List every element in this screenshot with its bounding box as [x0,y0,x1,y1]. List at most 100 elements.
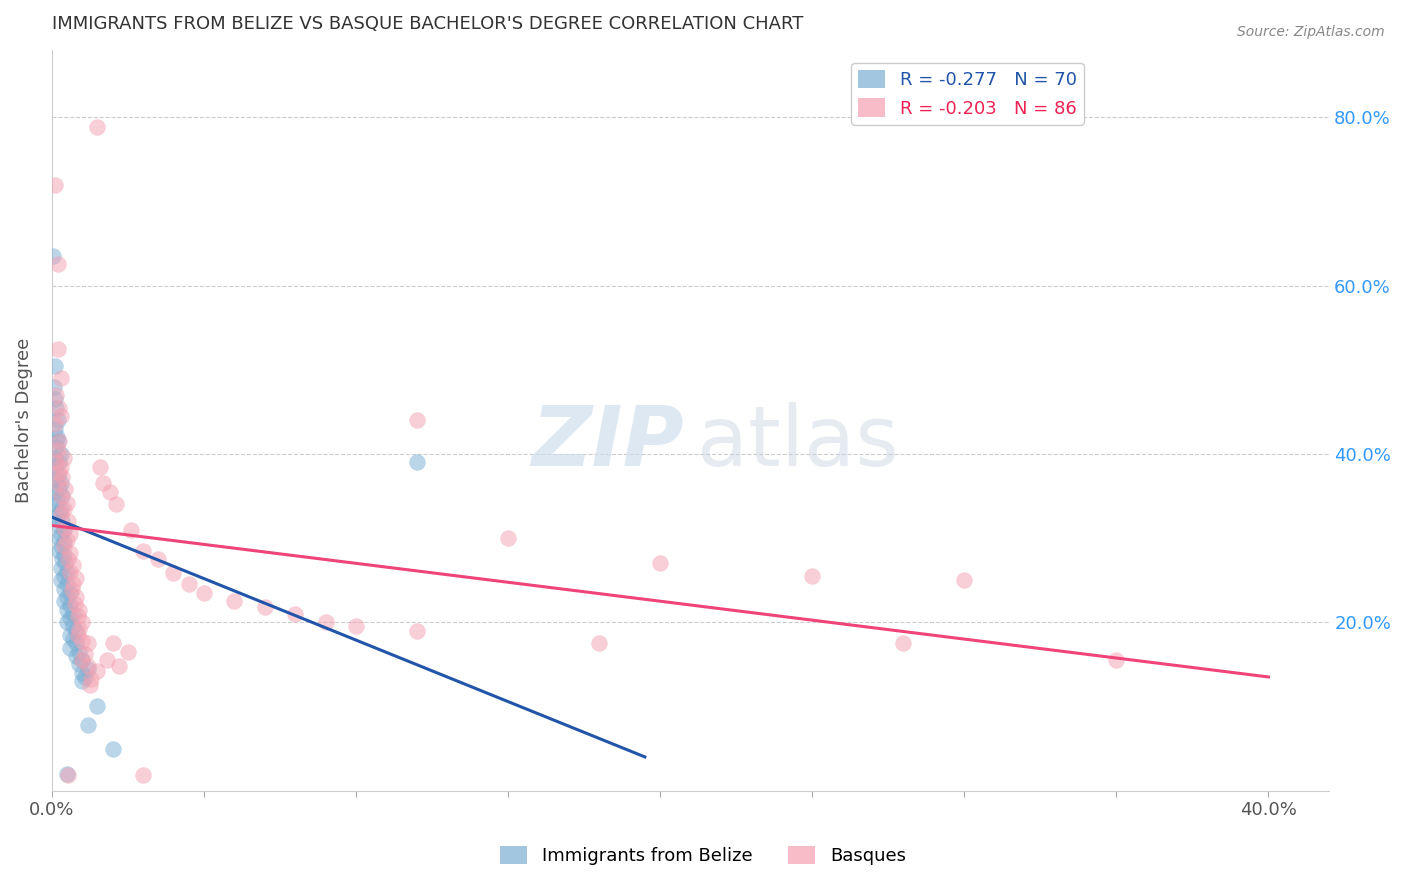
Point [51,489,73,503]
Point [52,569,75,583]
Point [45,455,67,469]
Point [44,379,66,393]
Point [120,523,142,537]
Point [132,543,155,558]
Point [52,582,75,596]
Point [48,531,70,545]
Point [253,600,276,615]
Y-axis label: Bachelor's Degree: Bachelor's Degree [15,337,32,503]
Point [44,359,66,373]
Point [59,628,82,642]
Point [953,573,976,587]
Point [44,484,66,499]
Point [48,434,70,449]
Point [52,501,75,516]
Point [49,447,72,461]
Point [56,590,79,604]
Point [44,459,66,474]
Point [49,489,72,503]
Point [49,371,72,385]
Point [49,508,72,522]
Point [46,442,69,457]
Point [52,594,75,608]
Point [59,640,82,655]
Point [70,674,93,689]
Point [70,665,93,680]
Point [45,388,67,402]
Point [59,611,82,625]
Point [62,558,84,572]
Legend: R = -0.277   N = 70, R = -0.203   N = 86: R = -0.277 N = 70, R = -0.203 N = 86 [851,62,1084,125]
Point [56,496,79,510]
Point [65,590,87,604]
Point [48,434,70,449]
Point [66,608,89,623]
Point [52,540,75,554]
Point [46,493,69,508]
Point [44,510,66,524]
Point [58,514,80,528]
Point [75,670,97,684]
Point [58,552,80,566]
Point [65,636,87,650]
Point [63,597,86,611]
Point [49,409,72,423]
Point [48,455,70,469]
Point [405,413,427,427]
Point [45,497,67,511]
Point [193,586,215,600]
Point [51,514,73,528]
Point [344,619,367,633]
Point [67,602,90,616]
Point [67,645,90,659]
Point [107,659,129,673]
Point [60,583,83,598]
Point [59,586,82,600]
Point [42,249,65,263]
Point [70,653,93,667]
Point [62,619,84,633]
Point [284,607,307,621]
Point [46,430,69,444]
Point [52,535,75,549]
Point [162,566,184,581]
Point [51,552,73,566]
Point [49,540,72,554]
Point [496,531,519,545]
Point [801,569,824,583]
Point [65,572,87,586]
Point [48,481,70,495]
Text: atlas: atlas [697,402,898,483]
Point [77,661,100,675]
Point [56,565,79,579]
Point [101,636,124,650]
Point [44,422,66,436]
Point [93,476,115,491]
Point [648,557,671,571]
Point [46,342,69,356]
Point [48,466,70,480]
Point [104,497,127,511]
Point [75,647,97,661]
Point [148,552,170,566]
Point [45,440,67,454]
Point [59,526,82,541]
Point [224,594,246,608]
Point [45,401,67,415]
Point [98,484,121,499]
Point [56,577,79,591]
Point [405,455,427,469]
Point [55,482,77,496]
Point [46,467,69,482]
Point [77,718,100,732]
Text: ZIP: ZIP [531,402,685,483]
Point [46,476,69,491]
Point [59,565,82,579]
Point [44,178,66,192]
Point [96,653,118,667]
Point [101,741,124,756]
Point [44,451,66,466]
Point [58,768,80,782]
Point [86,699,108,714]
Point [66,628,89,642]
